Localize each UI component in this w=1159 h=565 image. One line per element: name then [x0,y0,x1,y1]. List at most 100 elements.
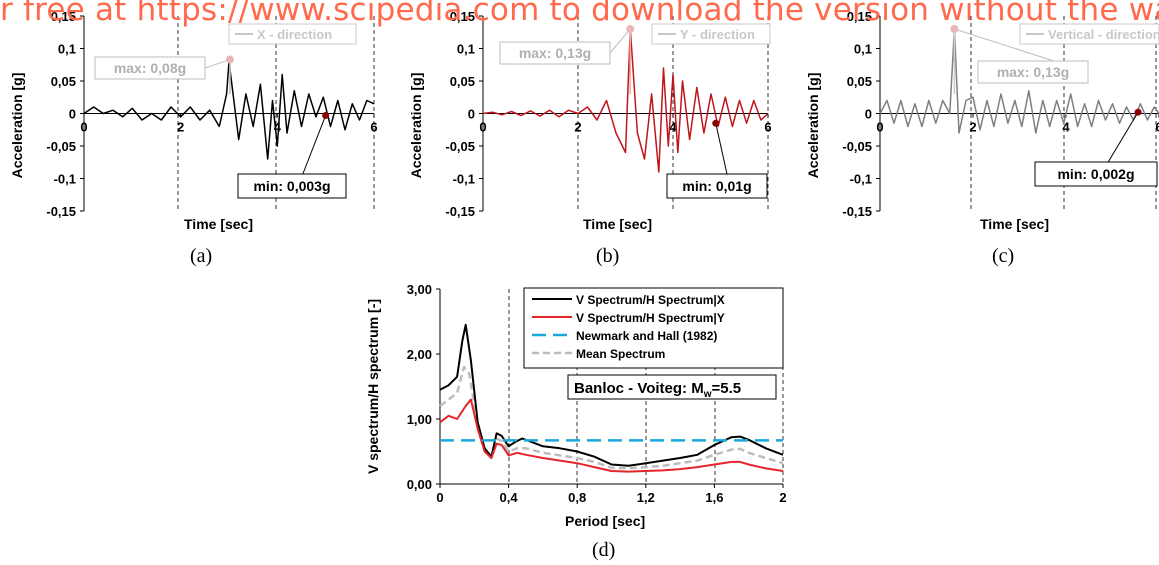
y-tick-label: 0,00 [407,477,432,492]
series-line-2 [439,398,784,473]
legend-label: Vertical - direction [1048,27,1159,42]
min-annotation-label: min: 0,01g [682,178,751,194]
y-tick-label: 0,05 [450,74,475,89]
y-tick-label: 0 [865,107,872,122]
y-tick-label: 0,05 [847,74,872,89]
x-tick-label: 6 [1155,120,1159,135]
y-axis-title: V spectrum/H spectrum [-] [365,299,381,474]
x-axis-title: Period [sec] [565,513,645,529]
max-annotation-label: max: 0,13g [997,64,1069,80]
x-tick-label: 6 [370,120,377,135]
max-annotation-box [977,60,1089,84]
min-annotation-box [237,173,347,199]
min-point-marker [1134,108,1142,116]
y-tick-label: -0,1 [850,172,872,187]
y-tick-label: 0 [69,107,76,122]
x-tick-label: 0 [479,120,486,135]
min-leader-line [1107,111,1139,163]
series-line-1 [439,323,784,467]
max-annotation-label: max: 0,13g [519,45,591,61]
x-axis-title: Time [sec] [583,216,652,232]
x-tick-label: 4 [274,120,282,135]
chart-panel-4: 0 0,4 0,8 1,2 1,6 2 3,00 2,00 1,00 0,00 V Spectrum… [365,282,787,561]
chart-panel-2: 0 2 4 6 0,15 0,1 0,05 0 -0,05 -0,1 -0,15 Y - direct… [408,9,772,267]
min-annotation-label: min: 0,003g [253,178,330,194]
x-tick-label: 1,6 [705,490,723,505]
legend-label: Newmark and Hall (1982) [576,329,717,343]
panel-label: (c) [992,245,1014,267]
y-tick-label: 1,00 [407,412,432,427]
legend-box [1019,23,1159,45]
series-line-4 [439,365,784,470]
site-annotation-box [567,374,777,400]
max-point-marker [626,25,635,33]
legend-box [651,23,771,45]
legend-box [228,23,357,45]
y-tick-label: 0,15 [450,9,475,24]
legend-label: Mean Spectrum [576,347,665,361]
y-tick-label: 0,1 [58,42,76,57]
y-tick-label: 0,05 [51,74,76,89]
series-line [482,28,769,173]
site-annotation-label: Banloc - Voiteg: Mw=5.5 [574,380,741,400]
min-point-marker [712,119,720,127]
y-tick-label: -0,05 [46,139,76,154]
y-tick-label: 2,00 [407,347,432,362]
x-axis-title: Time [sec] [980,216,1049,232]
x-tick-label: 0,8 [568,490,586,505]
panel-label: (b) [596,245,619,267]
legend-label: V Spectrum/H Spectrum|Y [576,311,725,325]
y-axis-title: Acceleration [g] [9,73,25,179]
x-tick-label: 0 [80,120,87,135]
series-line [83,60,375,160]
y-axis-title: Acceleration [g] [408,73,424,179]
y-tick-label: -0,1 [54,172,76,187]
max-annotation-box [499,41,611,65]
legend-label: X - direction [257,27,332,42]
min-annotation-label: min: 0,002g [1057,166,1134,182]
max-annotation-label: max: 0,08g [114,60,186,76]
x-tick-label: 2 [969,120,976,135]
x-tick-label: 2 [779,490,786,505]
max-point-marker [950,25,959,33]
min-annotation-box [666,173,768,199]
max-leader-line [609,28,631,54]
x-tick-label: 2 [177,120,184,135]
chart-panel-3: 0 2 4 6 0,15 0,1 0,05 0 -0,05 -0,1 -0,15 Vertical -… [805,9,1159,267]
y-tick-label: 0 [468,107,475,122]
legend-box [523,287,784,369]
y-tick-label: 3,00 [407,282,432,297]
x-tick-label: 6 [764,120,771,135]
min-annotation-box [1034,161,1158,187]
y-tick-label: -0,15 [46,204,76,219]
y-tick-label: 0,1 [457,42,475,57]
legend-label: V Spectrum/H Spectrum|X [576,293,725,307]
x-tick-label: 1,2 [637,490,655,505]
x-tick-label: 0 [436,490,443,505]
x-tick-label: 4 [669,120,677,135]
y-tick-label: 0,15 [847,9,872,24]
y-tick-label: -0,15 [842,204,872,219]
max-leader-line [204,59,231,69]
y-tick-label: -0,1 [453,172,475,187]
max-annotation-box [94,56,206,80]
y-tick-label: -0,05 [445,139,475,154]
min-leader-line [715,123,728,175]
max-point-marker [225,55,234,64]
x-tick-label: 2 [574,120,581,135]
legend-label: Y - direction [680,27,755,42]
panel-label: (d) [592,539,615,561]
panel-label: (a) [190,245,212,267]
x-tick-label: 4 [1062,120,1070,135]
watermark-text: r free at https://www.scipedia.com to do… [0,0,1159,28]
min-point-marker [322,111,330,119]
x-tick-label: 0,4 [500,490,519,505]
min-leader-line [302,115,327,175]
y-tick-label: 0,15 [51,9,76,24]
chart-panel-1: 0 2 4 6 0,15 0,1 0,05 0 -0,05 -0,1 -0,15 X - direct… [9,9,378,267]
x-axis-title: Time [sec] [184,216,253,232]
y-tick-label: -0,15 [445,204,475,219]
y-axis-title: Acceleration [g] [805,73,821,179]
y-tick-label: -0,05 [842,139,872,154]
